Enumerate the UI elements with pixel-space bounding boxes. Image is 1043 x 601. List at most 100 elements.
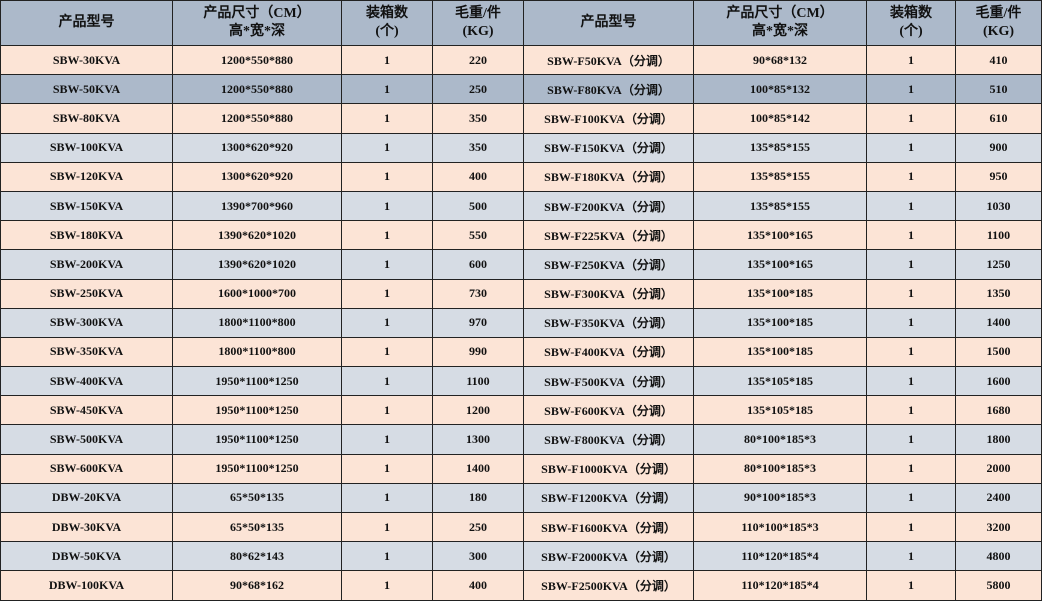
cell-model: DBW-50KVA [0,541,173,572]
cell-box-qty: 1 [341,395,433,426]
cell-model: SBW-F50KVA（分调） [523,44,694,76]
cell-gross-weight: 1030 [955,190,1042,222]
cell-dimensions: 1950*1100*1250 [172,453,342,484]
header-box-qty-right: 装箱数 (个) [866,0,956,46]
cell-gross-weight: 1800 [955,424,1042,455]
cell-box-qty: 1 [866,395,956,426]
cell-gross-weight: 1400 [955,307,1042,338]
table-row: SBW-30KVA 1200*550*880 1 220 SBW-F50KVA（分调） 9… [0,44,1042,76]
cell-box-qty: 1 [866,511,956,543]
cell-gross-weight: 900 [955,132,1042,163]
cell-gross-weight: 1680 [955,395,1042,426]
cell-box-qty: 1 [341,74,433,105]
cell-box-qty: 1 [341,424,433,455]
cell-model: SBW-F600KVA（分调） [523,395,694,426]
header-gross-weight-right: 毛重/件 (KG) [955,0,1042,46]
header-row: 产品型号 产品尺寸（CM） 高*宽*深 装箱数 (个) 毛重/件 (KG) 产品型号 产品尺寸（… [0,0,1042,46]
cell-dimensions: 135*85*155 [693,161,867,192]
table-row: SBW-150KVA 1390*700*960 1 500 SBW-F200KVA（分调… [0,190,1042,222]
cell-gross-weight: 730 [432,278,524,309]
cell-dimensions: 100*85*132 [693,74,867,105]
cell-model: SBW-F300KVA（分调） [523,278,694,309]
cell-box-qty: 1 [866,132,956,163]
cell-model: SBW-600KVA [0,453,173,484]
cell-model: SBW-F100KVA（分调） [523,103,694,134]
cell-dimensions: 135*100*185 [693,336,867,368]
cell-gross-weight: 1250 [955,249,1042,280]
cell-dimensions: 65*50*135 [172,511,342,543]
table-row: SBW-100KVA 1300*620*920 1 350 SBW-F150KVA（分调… [0,132,1042,163]
cell-dimensions: 1800*1100*800 [172,307,342,338]
cell-gross-weight: 250 [432,74,524,105]
header-line1: 产品尺寸（CM） [203,6,311,21]
cell-box-qty: 1 [866,482,956,514]
cell-model: SBW-350KVA [0,336,173,368]
table-row: SBW-300KVA 1800*1100*800 1 970 SBW-F350KVA（分… [0,307,1042,338]
cell-gross-weight: 950 [955,161,1042,192]
cell-box-qty: 1 [866,103,956,134]
header-line1: 装箱数 [366,6,408,21]
cell-gross-weight: 2000 [955,453,1042,484]
cell-box-qty: 1 [341,570,433,601]
cell-gross-weight: 1600 [955,366,1042,397]
cell-gross-weight: 1350 [955,278,1042,309]
cell-box-qty: 1 [341,453,433,484]
cell-model: SBW-80KVA [0,103,173,134]
cell-model: SBW-F500KVA（分调） [523,366,694,397]
cell-gross-weight: 2400 [955,482,1042,514]
cell-dimensions: 135*85*155 [693,132,867,163]
cell-dimensions: 135*105*185 [693,395,867,426]
cell-gross-weight: 400 [432,161,524,192]
cell-box-qty: 1 [341,132,433,163]
cell-dimensions: 1950*1100*1250 [172,395,342,426]
cell-dimensions: 1600*1000*700 [172,278,342,309]
cell-dimensions: 90*68*162 [172,570,342,601]
cell-model: SBW-250KVA [0,278,173,309]
cell-gross-weight: 610 [955,103,1042,134]
cell-box-qty: 1 [341,366,433,397]
cell-model: DBW-20KVA [0,482,173,514]
cell-dimensions: 1300*620*920 [172,161,342,192]
cell-box-qty: 1 [866,278,956,309]
cell-dimensions: 135*85*155 [693,190,867,222]
header-gross-weight-left: 毛重/件 (KG) [432,0,524,46]
cell-model: SBW-F80KVA（分调） [523,74,694,105]
cell-dimensions: 90*68*132 [693,44,867,76]
cell-gross-weight: 1100 [432,366,524,397]
cell-model: SBW-F400KVA（分调） [523,336,694,368]
cell-dimensions: 110*100*185*3 [693,511,867,543]
cell-model: SBW-F350KVA（分调） [523,307,694,338]
cell-dimensions: 65*50*135 [172,482,342,514]
table-row: SBW-180KVA 1390*620*1020 1 550 SBW-F225KVA（分… [0,220,1042,251]
cell-dimensions: 110*120*185*4 [693,570,867,601]
cell-model: SBW-200KVA [0,249,173,280]
cell-dimensions: 90*100*185*3 [693,482,867,514]
cell-dimensions: 80*100*185*3 [693,453,867,484]
cell-model: DBW-30KVA [0,511,173,543]
cell-box-qty: 1 [866,570,956,601]
cell-model: SBW-300KVA [0,307,173,338]
cell-box-qty: 1 [866,424,956,455]
table-row: SBW-600KVA 1950*1100*1250 1 1400 SBW-F1000KV… [0,453,1042,484]
cell-gross-weight: 250 [432,511,524,543]
cell-model: SBW-450KVA [0,395,173,426]
cell-gross-weight: 180 [432,482,524,514]
cell-gross-weight: 300 [432,541,524,572]
table-row: SBW-80KVA 1200*550*880 1 350 SBW-F100KVA（分调）… [0,103,1042,134]
cell-dimensions: 110*120*185*4 [693,541,867,572]
cell-gross-weight: 510 [955,74,1042,105]
cell-box-qty: 1 [866,249,956,280]
cell-model: SBW-F2500KVA（分调） [523,570,694,601]
cell-model: SBW-F2000KVA（分调） [523,541,694,572]
header-line2: 高*宽*深 [229,24,285,39]
cell-gross-weight: 500 [432,190,524,222]
table-row: DBW-30KVA 65*50*135 1 250 SBW-F1600KVA（分调） 11… [0,511,1042,543]
cell-gross-weight: 220 [432,44,524,76]
table-row: SBW-350KVA 1800*1100*800 1 990 SBW-F400KVA（分… [0,336,1042,368]
cell-gross-weight: 1300 [432,424,524,455]
cell-gross-weight: 410 [955,44,1042,76]
cell-model: SBW-F1600KVA（分调） [523,511,694,543]
cell-gross-weight: 400 [432,570,524,601]
cell-box-qty: 1 [866,307,956,338]
header-line2: (KG) [462,24,494,39]
